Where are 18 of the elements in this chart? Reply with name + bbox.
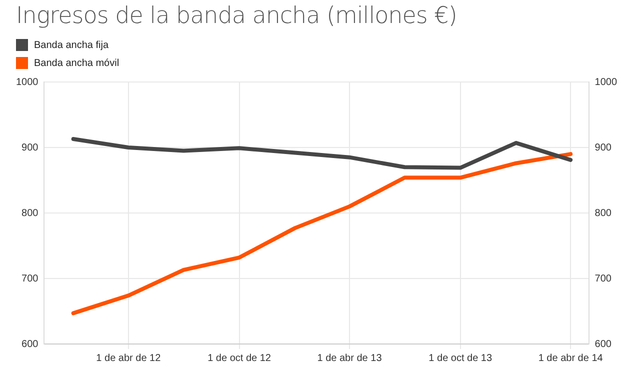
legend-label: Banda ancha móvil	[34, 58, 120, 68]
y2-tick-label: 800	[594, 208, 612, 219]
y-tick-label: 800	[22, 208, 39, 219]
y-tick-label: 900	[22, 142, 39, 154]
x-tick-label: 1 de abr de 13	[317, 352, 382, 364]
x-tick-label: 1 de oct de 12	[208, 352, 272, 364]
x-tick-label: 1 de oct de 13	[428, 352, 492, 364]
y2-tick-label: 1000	[594, 76, 618, 88]
y-tick-label: 1000	[16, 76, 39, 88]
legend-label: Banda ancha fija	[34, 40, 109, 50]
x-tick-label: 1 de abr de 12	[96, 352, 162, 364]
chart-title: Ingresos de la banda ancha (millones €)	[16, 3, 457, 29]
y-tick-label: 700	[22, 273, 39, 284]
y-tick-label: 600	[22, 338, 39, 350]
y2-tick-label: 700	[594, 273, 612, 284]
y2-tick-label: 900	[594, 142, 612, 154]
y2-tick-label: 600	[594, 338, 612, 350]
x-tick-label: 1 de abr de 14	[538, 352, 604, 364]
